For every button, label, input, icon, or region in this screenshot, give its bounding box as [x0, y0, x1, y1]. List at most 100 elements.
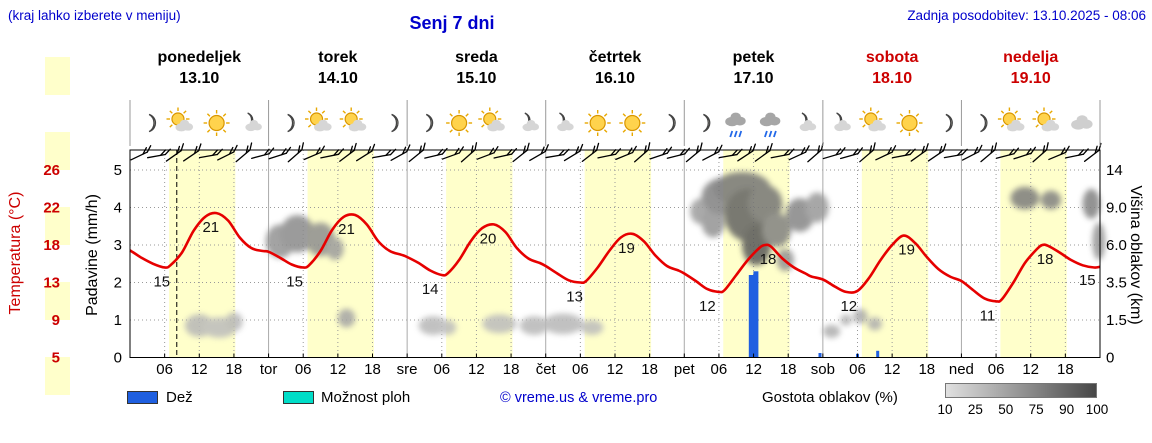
wind-barb-icon — [251, 147, 275, 159]
cloud-shapes — [184, 171, 1106, 338]
svg-text:3.5: 3.5 — [1106, 275, 1127, 292]
wind-barb-icon — [822, 147, 846, 160]
svg-text:12: 12 — [468, 361, 485, 378]
svg-text:1.5: 1.5 — [1106, 312, 1127, 329]
wind-barb-icon — [961, 144, 983, 161]
x-axis-labels: 06 12 18 06 12 18 06 12 18 06 12 18 06 12 18 06 12 18 06 12… — [156, 353, 1074, 378]
svg-text:06: 06 — [156, 361, 173, 378]
cloud-density-tick: 75 — [1028, 402, 1044, 417]
moon-icon — [668, 113, 676, 133]
day-date: 15.10 — [456, 70, 497, 87]
svg-text:13: 13 — [43, 275, 60, 292]
moon-icon — [148, 113, 157, 133]
svg-text:11: 11 — [980, 307, 996, 324]
day-date: 17.10 — [733, 70, 774, 87]
cloud-rain-icon — [759, 112, 781, 138]
wind-barb-icon — [235, 142, 253, 163]
svg-text:1: 1 — [114, 312, 122, 329]
sun-cloud-icon — [305, 107, 332, 132]
svg-text:tor: tor — [260, 361, 278, 378]
svg-text:18: 18 — [226, 361, 243, 378]
wind-barb-icon — [1048, 145, 1070, 161]
svg-text:12: 12 — [330, 361, 347, 378]
moon-cloud-icon — [245, 112, 262, 132]
svg-text:0: 0 — [1106, 350, 1114, 367]
cloud-density-tick: 100 — [1085, 402, 1109, 417]
svg-text:06: 06 — [572, 361, 589, 378]
wind-barb-icon — [493, 147, 518, 159]
page-title: Senj 7 dni — [409, 13, 495, 33]
day-name: nedelja — [1003, 49, 1059, 66]
showers-legend-swatch — [283, 391, 314, 404]
wind-barb-icon — [910, 143, 929, 162]
sun-cloud-icon — [859, 107, 886, 132]
day-headers: ponedeljek 13.10 torek 14.10 sreda 15.10 četrt… — [130, 47, 1100, 89]
wind-barb-icon — [615, 145, 637, 161]
wind-barb-icon — [839, 147, 863, 160]
day-date: 13.10 — [179, 70, 220, 87]
sun-icon — [446, 110, 473, 136]
cloud-density-tick: 90 — [1059, 402, 1075, 417]
wind-barb-icon — [441, 146, 464, 160]
cloud-icon — [1071, 115, 1093, 130]
wind-barb-icon — [165, 143, 185, 162]
moon-cloud-icon — [834, 112, 851, 132]
sun-icon — [619, 110, 646, 136]
svg-text:12: 12 — [884, 361, 901, 378]
cloud-density-tick: 50 — [998, 402, 1014, 417]
sun-icon — [896, 110, 923, 136]
wind-barb-icon — [390, 144, 411, 161]
showers-legend-label: Možnost ploh — [321, 389, 411, 406]
strip-block — [45, 394, 70, 413]
strip-block — [45, 357, 70, 395]
day-header: sobota 18.10 — [823, 47, 962, 89]
svg-text:14: 14 — [1106, 162, 1123, 179]
sun-cloud-icon — [1032, 107, 1060, 132]
moon-icon — [391, 113, 399, 133]
wind-barb-icon — [287, 142, 305, 163]
moon-cloud-icon — [522, 112, 540, 132]
wind-barb-icon — [1065, 148, 1089, 159]
svg-text:18: 18 — [503, 361, 520, 378]
rain-legend-label: Dež — [166, 389, 193, 406]
wind-barb-icon — [545, 148, 570, 159]
svg-text:15: 15 — [1079, 272, 1096, 289]
strip-block — [45, 169, 70, 207]
svg-text:06: 06 — [295, 361, 312, 378]
wind-barb-icon — [268, 146, 292, 160]
sun-cloud-icon — [166, 107, 194, 132]
wind-barb-icon — [198, 148, 223, 159]
wind-barb-icon — [702, 144, 723, 161]
sun-cloud-icon — [997, 107, 1025, 132]
svg-text:ned: ned — [949, 361, 974, 378]
rain-legend-swatch — [127, 391, 158, 404]
svg-text:21: 21 — [202, 219, 219, 236]
svg-text:4: 4 — [114, 200, 122, 217]
strip-block — [45, 244, 70, 282]
strip-block — [45, 132, 70, 170]
wind-barb-icon — [476, 146, 499, 160]
strip-block — [45, 57, 70, 95]
wind-barb-icon — [685, 142, 703, 163]
svg-text:20: 20 — [480, 230, 497, 247]
svg-text:26: 26 — [43, 162, 60, 179]
svg-text:čet: čet — [536, 361, 557, 378]
wind-barb-icon — [634, 142, 651, 163]
svg-text:0: 0 — [114, 350, 122, 367]
wind-barb-icon — [320, 148, 345, 159]
wind-barb-icon — [529, 144, 549, 162]
wind-barb-icon — [597, 148, 622, 159]
wind-barb-icon — [146, 148, 171, 159]
svg-text:18: 18 — [918, 361, 935, 378]
svg-text:13: 13 — [566, 289, 583, 306]
day-date: 14.10 — [317, 70, 358, 87]
moon-cloud-icon — [557, 112, 574, 132]
cloud-density-gradient — [945, 383, 1097, 398]
menu-hint: (kraj lahko izberete v meniju) — [8, 8, 181, 23]
svg-text:18: 18 — [760, 251, 777, 268]
wind-barb-icon — [1032, 142, 1049, 163]
copyright-link[interactable]: © vreme.us & vreme.pro — [500, 390, 658, 406]
wind-barb-icon — [943, 148, 968, 159]
svg-text:sob: sob — [811, 361, 835, 378]
